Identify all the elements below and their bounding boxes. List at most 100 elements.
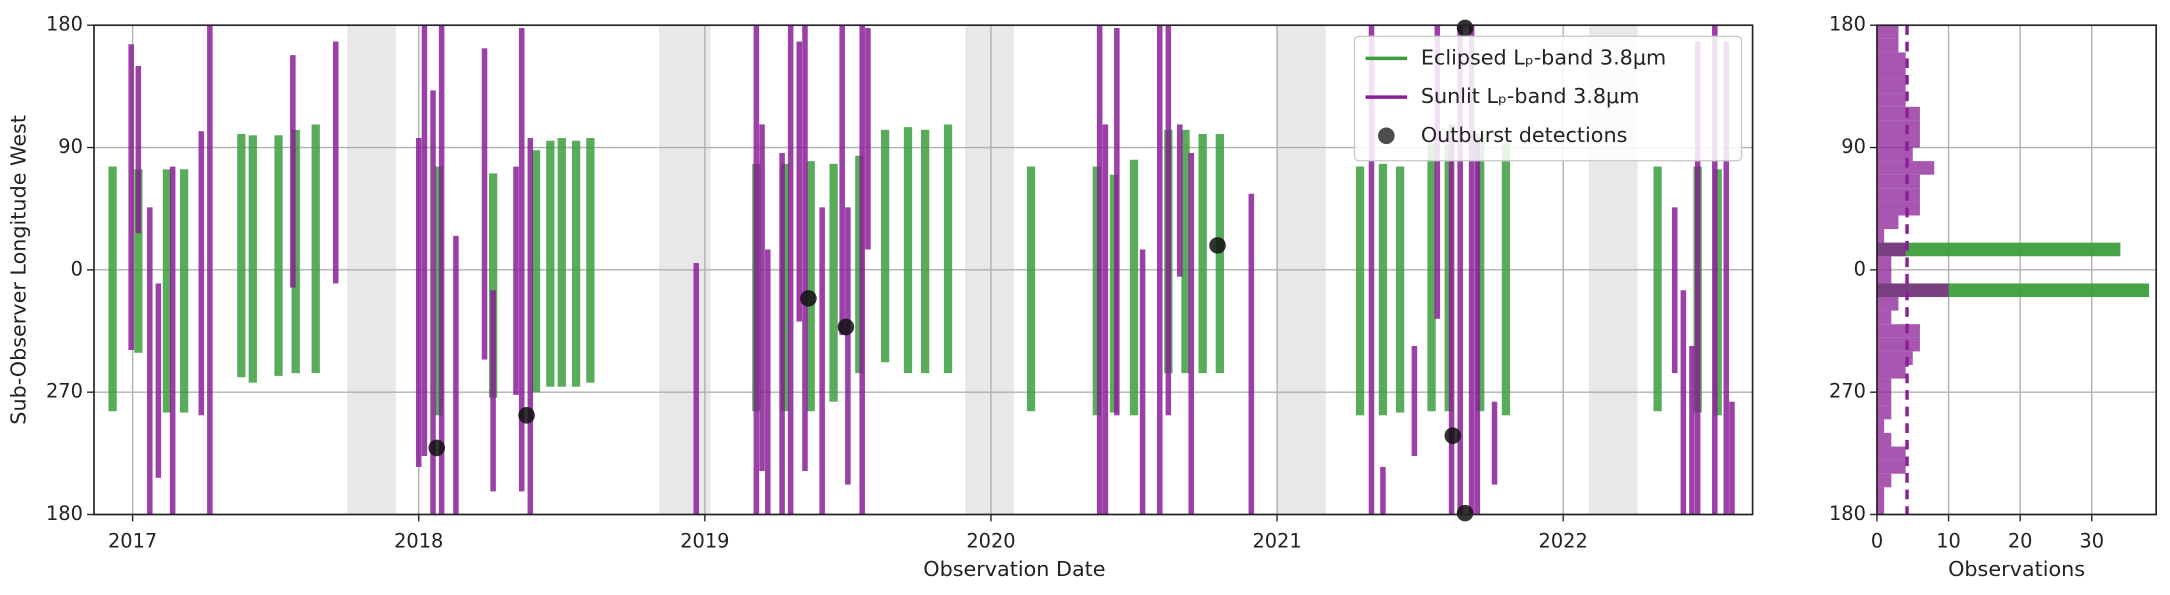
hist-bar bbox=[1876, 283, 1949, 298]
range-bar bbox=[453, 235, 459, 515]
x-tick-label: 30 bbox=[2079, 530, 2104, 553]
range-bar bbox=[1653, 166, 1662, 412]
range-bar bbox=[557, 138, 566, 387]
range-bar bbox=[787, 25, 794, 515]
hist-bar bbox=[1876, 324, 1920, 338]
hist-area: 0 10 20 30 180 270 0 90 180 bbox=[1829, 13, 2157, 553]
range-bar bbox=[531, 150, 541, 393]
range-bar bbox=[839, 25, 845, 336]
range-bar bbox=[1188, 152, 1194, 515]
legend-label: Outburst detections bbox=[1421, 123, 1628, 147]
range-bar bbox=[1156, 25, 1163, 515]
hist-frame bbox=[1876, 24, 2158, 516]
range-bar bbox=[859, 25, 865, 515]
x-tick-label: 2019 bbox=[680, 530, 729, 553]
x-tick-label: 2017 bbox=[108, 530, 157, 553]
range-bar bbox=[162, 169, 172, 413]
legend-label: Sunlit Lₚ-band 3.8μm bbox=[1421, 84, 1640, 108]
range-bar bbox=[1501, 143, 1511, 416]
range-bar bbox=[481, 48, 488, 360]
hist-bar bbox=[1876, 215, 1899, 230]
hist-bar bbox=[1876, 120, 1920, 134]
hist-bar bbox=[1876, 93, 1906, 107]
y-tick-label: 180 bbox=[1829, 13, 1866, 36]
outburst-point bbox=[837, 318, 855, 336]
range-bar bbox=[780, 163, 790, 412]
range-bar bbox=[903, 127, 913, 374]
x-axis-label: Observation Date bbox=[923, 557, 1105, 581]
range-bar bbox=[128, 44, 134, 351]
range-bar bbox=[865, 27, 871, 250]
range-bar bbox=[1109, 174, 1119, 413]
range-bar bbox=[1177, 124, 1183, 277]
range-bar bbox=[527, 138, 534, 515]
range-bar bbox=[1476, 133, 1485, 412]
x-tick-label: 20 bbox=[2008, 530, 2033, 553]
hist-bar bbox=[1876, 242, 1906, 257]
y-tick-label: 270 bbox=[1829, 380, 1866, 403]
range-bar bbox=[920, 129, 930, 374]
range-bar bbox=[198, 131, 205, 416]
range-bar bbox=[1092, 166, 1101, 416]
range-bar bbox=[1689, 345, 1695, 515]
range-bar bbox=[291, 129, 300, 374]
range-bar bbox=[1723, 41, 1730, 515]
range-bar bbox=[311, 124, 320, 374]
range-bar bbox=[290, 55, 296, 288]
range-bar bbox=[1474, 138, 1481, 515]
range-bar bbox=[1248, 193, 1255, 515]
y-tick-label: 180 bbox=[46, 13, 83, 36]
range-bar bbox=[845, 207, 851, 485]
hist-x-axis-label: Observations bbox=[1948, 557, 2085, 581]
legend-swatch bbox=[1378, 127, 1395, 145]
range-bar bbox=[819, 207, 825, 515]
hist-bar bbox=[1876, 297, 1899, 311]
range-bar bbox=[1671, 207, 1678, 374]
range-bar bbox=[490, 290, 496, 492]
y-tick-label: 0 bbox=[1854, 257, 1866, 280]
x-tick-label: 2018 bbox=[394, 530, 443, 553]
range-bar bbox=[1198, 133, 1207, 374]
range-bar bbox=[1114, 27, 1120, 416]
hist-bar bbox=[1876, 25, 1899, 39]
hist-bar bbox=[1876, 229, 1885, 243]
hist-bar bbox=[1876, 310, 1892, 325]
range-bar bbox=[332, 41, 339, 284]
hist-bar bbox=[1876, 256, 1892, 270]
hist-bar bbox=[1876, 432, 1892, 447]
y-tick-label: 90 bbox=[1841, 135, 1866, 158]
range-bar bbox=[430, 90, 436, 515]
range-bar bbox=[1368, 25, 1375, 515]
range-bar bbox=[518, 27, 525, 492]
range-bar bbox=[1380, 466, 1386, 515]
hist-bar bbox=[1876, 161, 1935, 175]
hist-bar bbox=[1876, 242, 2121, 257]
hist-bar bbox=[1876, 405, 1892, 420]
range-bar bbox=[806, 161, 815, 412]
range-bar bbox=[855, 155, 864, 374]
range-bar bbox=[1181, 129, 1190, 374]
range-bar bbox=[1713, 169, 1722, 416]
range-bar bbox=[1026, 166, 1036, 412]
range-bar bbox=[421, 25, 428, 457]
outburst-point bbox=[1456, 19, 1474, 37]
range-bar bbox=[155, 283, 162, 478]
outburst-point bbox=[800, 290, 817, 307]
y-axis-label: Sub-Observer Longitude West bbox=[6, 115, 30, 425]
hist-bar bbox=[1876, 446, 1906, 461]
hist-bar bbox=[1876, 392, 1892, 406]
range-bar bbox=[1694, 41, 1701, 515]
range-bar bbox=[1102, 124, 1109, 515]
range-bar bbox=[880, 129, 890, 363]
range-bar bbox=[179, 169, 189, 413]
hist-bar bbox=[1876, 52, 1906, 66]
range-bar bbox=[765, 249, 771, 515]
hist-bar bbox=[1876, 337, 1920, 352]
hist-bar bbox=[1876, 419, 1885, 433]
range-bar bbox=[943, 124, 953, 374]
range-bar bbox=[147, 207, 153, 515]
hist-bar bbox=[1876, 106, 1920, 121]
range-bar bbox=[1378, 163, 1388, 416]
